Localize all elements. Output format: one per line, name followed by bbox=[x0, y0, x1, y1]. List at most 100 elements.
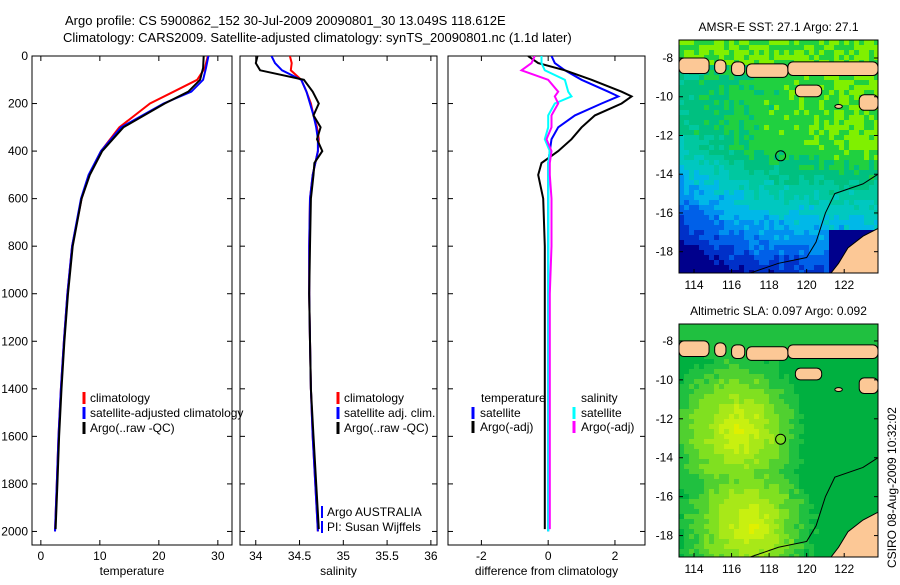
map-cell bbox=[759, 110, 764, 115]
map-cell bbox=[769, 155, 774, 160]
map-cell bbox=[759, 474, 764, 479]
map-cell bbox=[679, 100, 684, 105]
map-cell bbox=[799, 95, 804, 100]
map-cell bbox=[784, 175, 789, 180]
map-y-tick-label: -16 bbox=[656, 206, 674, 220]
map-cell bbox=[754, 220, 759, 225]
map-cell bbox=[849, 110, 854, 115]
map-cell bbox=[859, 449, 864, 454]
map-cell bbox=[854, 509, 859, 514]
map-cell bbox=[799, 40, 804, 45]
map-cell bbox=[744, 80, 749, 85]
map-cell bbox=[849, 240, 854, 245]
map-cell bbox=[749, 409, 754, 414]
map-cell bbox=[874, 115, 878, 120]
map-cell bbox=[864, 125, 869, 130]
map-cell bbox=[779, 150, 784, 155]
map-cell bbox=[819, 45, 824, 50]
map-cell bbox=[739, 444, 744, 449]
map-cell bbox=[774, 504, 779, 509]
map-cell bbox=[729, 344, 734, 349]
map-cell bbox=[769, 50, 774, 55]
map-cell bbox=[799, 494, 804, 499]
map-cell bbox=[734, 399, 739, 404]
map-cell bbox=[864, 494, 869, 499]
map-cell bbox=[679, 140, 684, 145]
map-cell bbox=[764, 145, 769, 150]
map-cell bbox=[764, 60, 769, 65]
map-cell bbox=[744, 155, 749, 160]
map-cell bbox=[759, 125, 764, 130]
x-axis-label: temperature bbox=[100, 564, 165, 578]
map-cell bbox=[749, 379, 754, 384]
map-cell bbox=[694, 439, 699, 444]
map-cell bbox=[824, 135, 829, 140]
map-cell bbox=[684, 419, 689, 424]
series-line-argo-raw-qc- bbox=[54, 56, 205, 530]
map-cell bbox=[824, 434, 829, 439]
map-cell bbox=[679, 519, 684, 524]
map-cell bbox=[789, 230, 794, 235]
map-cell bbox=[744, 369, 749, 374]
map-cell bbox=[719, 514, 724, 519]
map-cell bbox=[709, 185, 714, 190]
map-cell bbox=[729, 494, 734, 499]
map-cell bbox=[839, 534, 844, 539]
map-cell bbox=[814, 190, 819, 195]
map-cell bbox=[789, 115, 794, 120]
map-cell bbox=[694, 270, 699, 273]
map-cell bbox=[799, 125, 804, 130]
map-cell bbox=[689, 444, 694, 449]
map-cell bbox=[814, 145, 819, 150]
map-cell bbox=[744, 165, 749, 170]
map-cell bbox=[724, 529, 729, 534]
map-cell bbox=[719, 190, 724, 195]
map-cell bbox=[794, 499, 799, 504]
map-cell bbox=[834, 424, 839, 429]
map-cell bbox=[679, 474, 684, 479]
map-cell bbox=[769, 250, 774, 255]
map-cell bbox=[724, 75, 729, 80]
map-cell bbox=[849, 205, 854, 210]
map-cell bbox=[754, 539, 759, 544]
map-cell bbox=[834, 484, 839, 489]
map-cell bbox=[734, 195, 739, 200]
map-cell bbox=[704, 265, 709, 270]
map-cell bbox=[849, 165, 854, 170]
map-cell bbox=[829, 404, 834, 409]
map-cell bbox=[834, 494, 839, 499]
map-cell bbox=[784, 90, 789, 95]
map-cell bbox=[699, 384, 704, 389]
map-cell bbox=[694, 230, 699, 235]
map-cell bbox=[769, 504, 774, 509]
map-cell bbox=[774, 270, 779, 273]
map-cell bbox=[779, 439, 784, 444]
y-tick-label: 1400 bbox=[1, 382, 28, 396]
map-cell bbox=[839, 364, 844, 369]
map-cell bbox=[829, 270, 834, 273]
map-cell bbox=[684, 499, 689, 504]
map-cell bbox=[774, 155, 779, 160]
map-cell bbox=[714, 324, 719, 329]
map-cell bbox=[869, 409, 874, 414]
map-cell bbox=[799, 474, 804, 479]
map-cell bbox=[779, 469, 784, 474]
map-cell bbox=[734, 230, 739, 235]
map-cell bbox=[804, 265, 809, 270]
map-cell bbox=[869, 225, 874, 230]
map-cell bbox=[739, 369, 744, 374]
map-cell bbox=[709, 225, 714, 230]
map-cell bbox=[799, 180, 804, 185]
map-cell bbox=[699, 414, 704, 419]
map-cell bbox=[789, 484, 794, 489]
map-cell bbox=[814, 429, 819, 434]
map-cell bbox=[679, 145, 684, 150]
map-cell bbox=[859, 499, 864, 504]
map-cell bbox=[854, 235, 859, 240]
map-cell bbox=[769, 369, 774, 374]
map-cell bbox=[759, 215, 764, 220]
map-cell bbox=[779, 394, 784, 399]
map-cell bbox=[844, 200, 849, 205]
map-cell bbox=[719, 170, 724, 175]
map-cell bbox=[714, 354, 719, 359]
